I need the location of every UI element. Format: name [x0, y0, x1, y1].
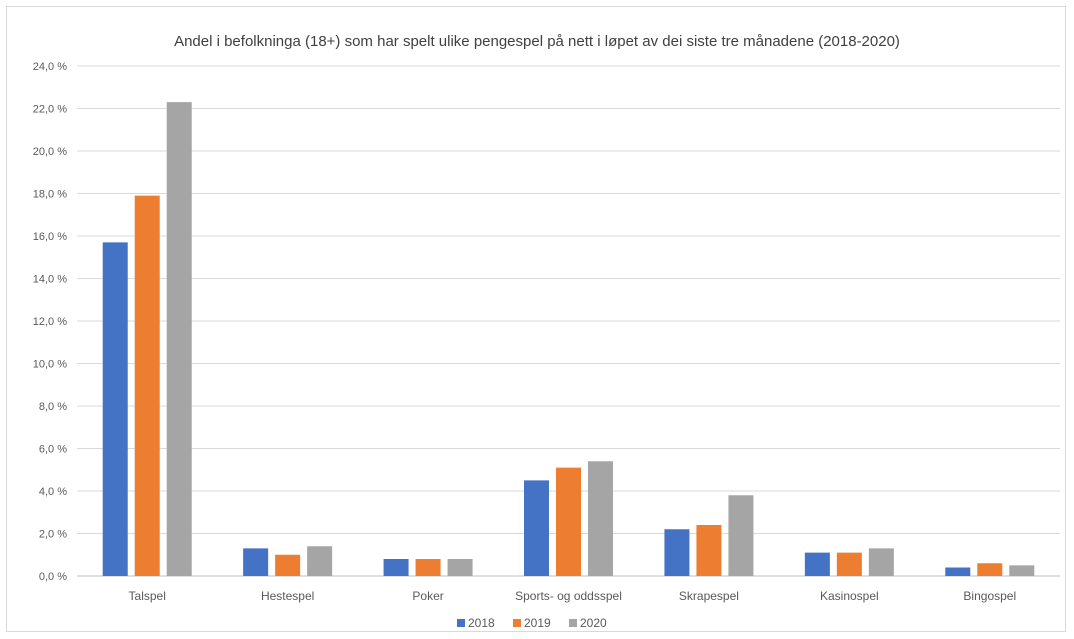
legend-swatch-2020 — [569, 619, 577, 627]
bar-2020 — [447, 559, 473, 576]
bar-2018 — [102, 242, 128, 576]
x-tick-label: Skrapespel — [679, 589, 739, 603]
y-tick-label: 14,0 % — [33, 274, 67, 286]
bar-2018 — [804, 552, 830, 576]
x-tick-label: Kasinospel — [820, 589, 879, 603]
y-tick-label: 16,0 % — [33, 231, 67, 243]
bar-2018 — [243, 548, 269, 576]
bar-2019 — [415, 559, 441, 576]
legend-label-2019: 2019 — [524, 616, 551, 630]
x-tick-label: Hestespel — [261, 589, 314, 603]
y-tick-label: 18,0 % — [33, 189, 67, 201]
legend-swatch-2018 — [457, 619, 465, 627]
bar-2020 — [1009, 565, 1035, 576]
bar-2018 — [524, 480, 549, 576]
bar-2020 — [868, 548, 894, 576]
y-tick-label: 24,0 % — [33, 61, 67, 73]
x-tick-label: Talspel — [129, 589, 166, 603]
x-tick-label: Poker — [412, 589, 443, 603]
bar-2019 — [977, 563, 1003, 576]
bar-2019 — [836, 552, 862, 576]
y-tick-label: 20,0 % — [33, 146, 67, 158]
bar-2019 — [556, 467, 581, 576]
bar-2019 — [275, 554, 301, 576]
bar-2018 — [664, 529, 690, 576]
y-tick-label: 22,0 % — [33, 104, 67, 116]
y-tick-label: 4,0 % — [39, 486, 67, 498]
y-tick-label: 6,0 % — [39, 444, 67, 456]
bar-2019 — [134, 195, 160, 576]
bar-2020 — [307, 546, 333, 576]
x-tick-label: Bingospel — [963, 589, 1016, 603]
x-tick-label: Sports- og oddsspel — [515, 589, 622, 603]
y-tick-label: 12,0 % — [33, 316, 67, 328]
y-tick-label: 8,0 % — [39, 401, 67, 413]
chart-title: Andel i befolkninga (18+) som har spelt … — [174, 33, 900, 50]
bar-2018 — [945, 567, 971, 576]
bar-2019 — [696, 525, 722, 576]
bar-2020 — [588, 461, 613, 576]
legend-label-2020: 2020 — [580, 616, 607, 630]
y-tick-label: 2,0 % — [39, 529, 67, 541]
bar-2020 — [728, 495, 754, 576]
legend-label-2018: 2018 — [468, 616, 495, 630]
bar-2018 — [383, 559, 409, 576]
y-tick-label: 0,0 % — [39, 571, 67, 583]
legend-swatch-2019 — [513, 619, 521, 627]
bar-2020 — [166, 102, 192, 576]
y-tick-label: 10,0 % — [33, 359, 67, 371]
